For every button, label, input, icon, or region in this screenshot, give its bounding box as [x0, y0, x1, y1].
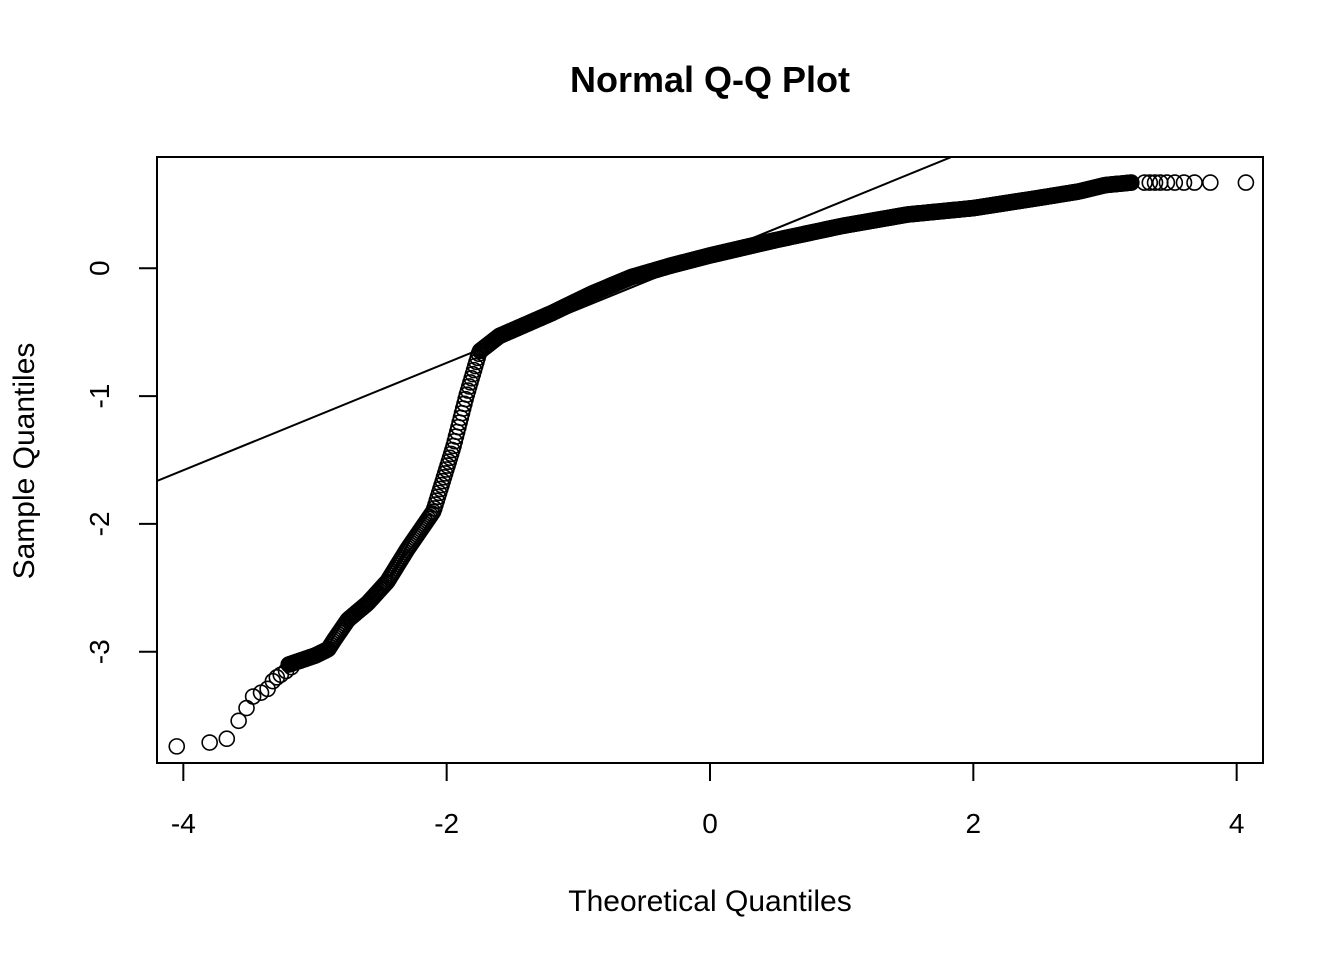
x-tick-label: -2	[434, 808, 459, 839]
data-point	[168, 738, 186, 755]
data-point	[268, 669, 286, 686]
x-tick-label: 2	[966, 808, 982, 839]
y-tick-label: -1	[84, 384, 115, 409]
data-point	[1166, 174, 1184, 191]
data-point	[201, 734, 218, 751]
x-tick-label: 0	[702, 808, 718, 839]
data-point	[1237, 174, 1255, 191]
data-point	[282, 658, 300, 676]
data-point	[277, 662, 295, 680]
chart-title: Normal Q-Q Plot	[570, 59, 850, 100]
x-tick-label: 4	[1229, 808, 1245, 839]
data-point	[1175, 174, 1193, 191]
y-tick-label: -2	[84, 511, 115, 536]
plot-frame	[156, 156, 1264, 764]
x-axis-title: Theoretical Quantiles	[568, 885, 851, 918]
points-layer	[168, 174, 1255, 755]
data-point	[230, 712, 247, 730]
x-tick-label: -4	[171, 808, 196, 839]
data-point	[238, 699, 255, 717]
data-point	[1158, 174, 1176, 191]
y-axis-title: Sample Quantiles	[8, 343, 41, 580]
data-point	[1186, 174, 1203, 191]
axes-layer: -4 -2 0 2 4 -3 -2 -1 0	[84, 260, 1244, 839]
data-point	[1202, 174, 1219, 191]
data-point	[1123, 174, 1140, 191]
data-point	[218, 730, 236, 748]
y-tick-label: 0	[84, 260, 115, 276]
data-point	[1136, 174, 1153, 191]
data-point	[1141, 174, 1159, 191]
data-point	[244, 688, 262, 705]
y-tick-label: -3	[84, 639, 115, 664]
data-point	[1146, 174, 1164, 191]
